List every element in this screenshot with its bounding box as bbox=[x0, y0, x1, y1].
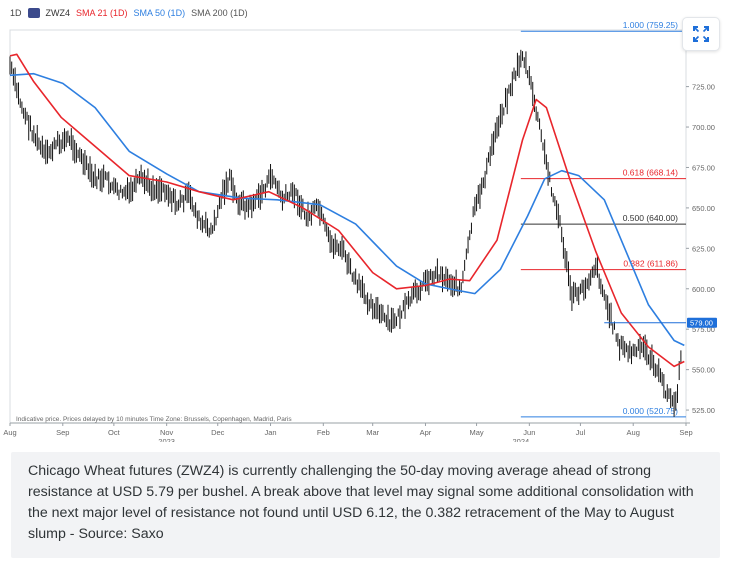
y-tick-label: 575.00 bbox=[692, 325, 715, 334]
x-tick-label: Mar bbox=[366, 428, 379, 437]
sma21-line bbox=[9, 53, 685, 368]
y-tick-label: 550.00 bbox=[692, 366, 715, 375]
expand-icon bbox=[693, 26, 709, 42]
y-tick-label: 625.00 bbox=[692, 244, 715, 253]
y-tick-label: 700.00 bbox=[692, 123, 715, 132]
x-tick-label: Aug bbox=[627, 428, 640, 437]
x-tick-label: Aug bbox=[3, 428, 16, 437]
fib-level-label: 0.618 (668.14) bbox=[623, 168, 678, 178]
y-tick-label: 600.00 bbox=[692, 285, 715, 294]
x-tick-label: Nov bbox=[160, 428, 174, 437]
current-price-tag bbox=[687, 317, 717, 328]
x-tick-label: Jan bbox=[264, 428, 276, 437]
x-tick-label: Apr bbox=[420, 428, 432, 437]
x-tick-label: Jun bbox=[523, 428, 535, 437]
expand-button[interactable] bbox=[682, 17, 720, 51]
year-label: 2023 bbox=[158, 437, 175, 442]
chart-panel: 525.00 550.00 575.00 600.00 625.00 650.00 675.… bbox=[0, 0, 731, 442]
x-tick-label: Jul bbox=[576, 428, 586, 437]
x-tick-label: Dec bbox=[211, 428, 225, 437]
symbol-badge-icon bbox=[27, 8, 40, 18]
sma21-legend[interactable]: SMA 21 (1D) bbox=[76, 8, 128, 18]
fib-level-label: 1.000 (759.25) bbox=[623, 20, 678, 30]
x-tick-label: Sep bbox=[679, 428, 692, 437]
interval-label[interactable]: 1D bbox=[10, 8, 22, 18]
plot-area bbox=[9, 29, 687, 424]
fib-level-label: 0.000 (520.75) bbox=[623, 406, 678, 416]
y-tick-label: 675.00 bbox=[692, 163, 715, 172]
symbol-label: ZWZ4 bbox=[45, 8, 71, 18]
current-price-label: 579.00 bbox=[690, 319, 713, 328]
fib-level-label: 0.500 (640.00) bbox=[623, 213, 678, 223]
fib-level-label: 0.382 (611.86) bbox=[623, 259, 678, 269]
sma200-legend[interactable]: SMA 200 (1D) bbox=[191, 8, 248, 18]
sma50-line bbox=[9, 72, 685, 347]
x-tick-label: Sep bbox=[56, 428, 69, 437]
price-chart[interactable]: 525.00 550.00 575.00 600.00 625.00 650.00 675.… bbox=[0, 0, 731, 442]
sma50-legend[interactable]: SMA 50 (1D) bbox=[133, 8, 186, 18]
year-label: 2024 bbox=[512, 437, 529, 442]
y-tick-label: 725.00 bbox=[692, 83, 715, 92]
x-tick-label: Oct bbox=[108, 428, 121, 437]
chart-legend: 1D ZWZ4 SMA 21 (1D) SMA 50 (1D) SMA 200 … bbox=[10, 8, 248, 18]
article-caption: Chicago Wheat futures (ZWZ4) is currentl… bbox=[11, 452, 720, 558]
x-tick-label: May bbox=[469, 428, 483, 437]
y-tick-label: 525.00 bbox=[692, 406, 715, 415]
chart-footnote: Indicative price. Prices delayed by 10 m… bbox=[16, 416, 292, 423]
x-tick-label: Feb bbox=[317, 428, 330, 437]
y-tick-label: 650.00 bbox=[692, 204, 715, 213]
